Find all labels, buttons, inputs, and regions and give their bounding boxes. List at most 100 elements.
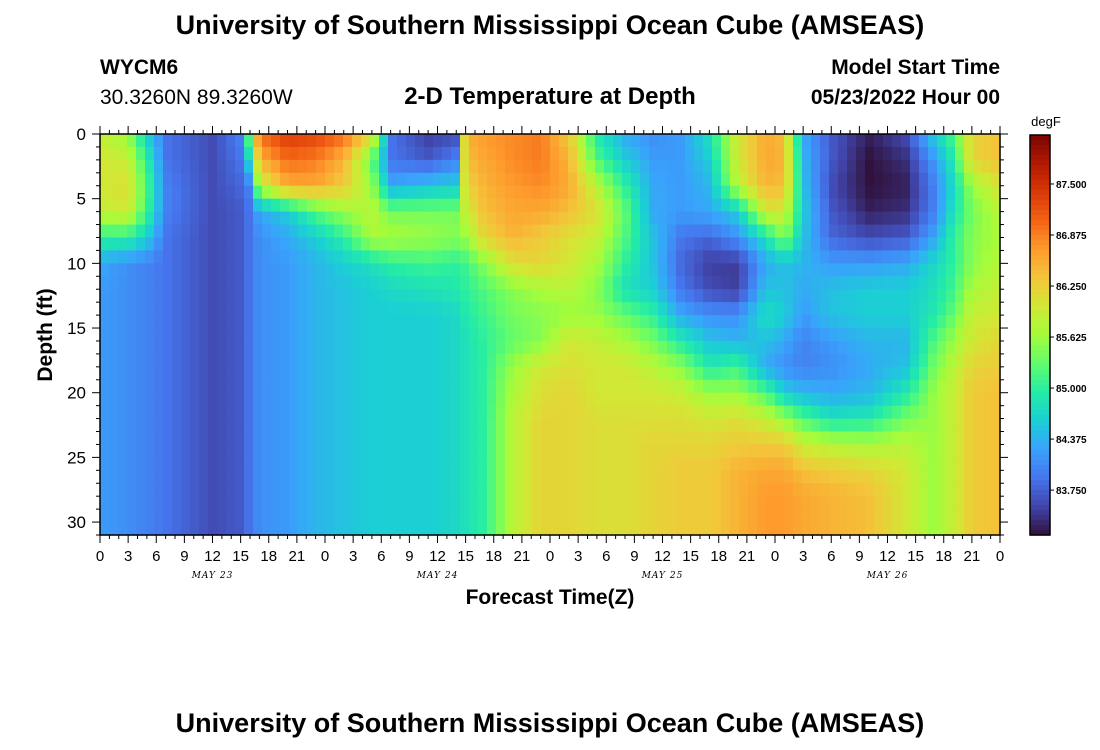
heatmap-cell — [397, 198, 407, 213]
heatmap-cell — [181, 366, 191, 381]
heatmap-cell — [991, 431, 1001, 446]
heatmap-cell — [361, 496, 371, 510]
heatmap-cell — [937, 392, 947, 407]
heatmap-cell — [595, 185, 605, 200]
heatmap-cell — [811, 315, 821, 329]
heatmap-cell — [919, 353, 929, 368]
heatmap-cell — [262, 302, 272, 316]
heatmap-cell — [226, 379, 236, 394]
heatmap-cell — [847, 185, 857, 200]
colorbar-band — [1030, 200, 1050, 206]
heatmap-cell — [505, 211, 515, 226]
heatmap-cell — [793, 340, 803, 355]
heatmap-cell — [262, 340, 272, 355]
heatmap-cell — [919, 315, 929, 329]
heatmap-cell — [100, 509, 110, 523]
heatmap-cell — [136, 483, 146, 497]
heatmap-cell — [127, 237, 137, 252]
heatmap-cell — [478, 159, 488, 174]
heatmap-cell — [118, 431, 128, 446]
heatmap-cell — [847, 444, 857, 458]
heatmap-cell — [991, 444, 1001, 458]
heatmap-cell — [181, 328, 191, 342]
heatmap-cell — [334, 185, 344, 200]
heatmap-cell — [325, 328, 335, 342]
heatmap-cell — [703, 418, 713, 433]
heatmap-cell — [802, 340, 812, 355]
heatmap-cell — [721, 366, 731, 381]
heatmap-cell — [829, 405, 839, 420]
heatmap-cell — [802, 444, 812, 458]
heatmap-cell — [802, 211, 812, 226]
heatmap-cell — [505, 289, 515, 303]
heatmap-cell — [118, 509, 128, 523]
heatmap-cell — [478, 522, 488, 536]
heatmap-cell — [982, 431, 992, 446]
heatmap-cell — [802, 263, 812, 277]
heatmap-cell — [478, 250, 488, 264]
heatmap-cell — [685, 366, 695, 381]
heatmap-cell — [649, 470, 659, 484]
heatmap-cell — [172, 315, 182, 329]
heatmap-cell — [109, 315, 119, 329]
colorbar-band — [1030, 150, 1050, 156]
heatmap-cell — [811, 276, 821, 290]
heatmap-cell — [685, 134, 695, 148]
heatmap-cell — [820, 185, 830, 200]
heatmap-cell — [235, 185, 245, 200]
heatmap-cell — [316, 496, 326, 510]
heatmap-cell — [235, 353, 245, 368]
heatmap-cell — [361, 315, 371, 329]
heatmap-cell — [532, 302, 542, 316]
heatmap-cell — [964, 328, 974, 342]
heatmap-cell — [784, 289, 794, 303]
colorbar-band — [1030, 470, 1050, 476]
heatmap-cell — [271, 328, 281, 342]
heatmap-cell — [757, 134, 767, 148]
heatmap-cell — [379, 224, 389, 239]
heatmap-cell — [163, 263, 173, 277]
heatmap-cell — [451, 522, 461, 536]
heatmap-cell — [397, 444, 407, 458]
heatmap-cell — [451, 224, 461, 239]
heatmap-cell — [586, 431, 596, 446]
heatmap-cell — [199, 159, 209, 174]
heatmap-cell — [262, 146, 272, 161]
heatmap-cell — [982, 496, 992, 510]
heatmap-cell — [424, 366, 434, 381]
colorbar-band — [1030, 395, 1050, 401]
heatmap-cell — [586, 340, 596, 355]
heatmap-cell — [145, 366, 155, 381]
heatmap-cell — [109, 418, 119, 433]
heatmap-cell — [577, 211, 587, 226]
heatmap-cell — [172, 457, 182, 471]
heatmap-cell — [199, 276, 209, 290]
heatmap-cell — [154, 302, 164, 316]
heatmap-cell — [946, 522, 956, 536]
heatmap-cell — [649, 276, 659, 290]
heatmap-cell — [100, 353, 110, 368]
heatmap-cell — [622, 211, 632, 226]
colorbar-band — [1030, 360, 1050, 366]
heatmap-cell — [154, 159, 164, 174]
heatmap-cell — [253, 172, 263, 187]
heatmap-cell — [145, 483, 155, 497]
heatmap-cell — [235, 366, 245, 381]
heatmap-cell — [973, 405, 983, 420]
heatmap-cell — [514, 522, 524, 536]
heatmap-cell — [838, 263, 848, 277]
heatmap-cell — [910, 315, 920, 329]
heatmap-cell — [694, 379, 704, 394]
heatmap-cell — [739, 302, 749, 316]
heatmap-cell — [901, 522, 911, 536]
heatmap-cell — [730, 172, 740, 187]
heatmap-cell — [397, 340, 407, 355]
colorbar-band — [1030, 465, 1050, 471]
heatmap-cell — [991, 509, 1001, 523]
heatmap-cell — [325, 172, 335, 187]
heatmap-cell — [280, 444, 290, 458]
heatmap-cell — [649, 366, 659, 381]
heatmap-cell — [406, 328, 416, 342]
heatmap-cell — [919, 263, 929, 277]
heatmap-cell — [820, 276, 830, 290]
